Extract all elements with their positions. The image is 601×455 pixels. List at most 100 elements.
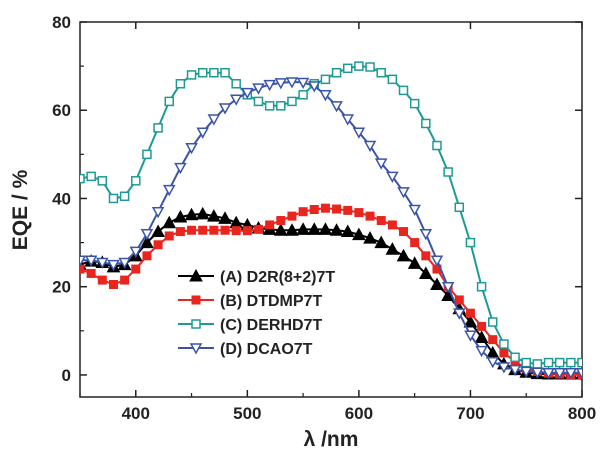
- x-tick-label: 500: [233, 404, 261, 423]
- data-point: [197, 67, 208, 78]
- data-point: [352, 127, 366, 139]
- data-point: [341, 114, 355, 126]
- data-point: [173, 209, 188, 223]
- data-point: [477, 321, 487, 331]
- data-point: [186, 70, 197, 80]
- data-point: [265, 220, 275, 230]
- x-tick-label: 400: [122, 404, 150, 423]
- data-point: [263, 79, 276, 92]
- data-point: [220, 225, 230, 235]
- data-point: [108, 280, 118, 289]
- data-point: [508, 364, 522, 377]
- data-point: [253, 224, 263, 234]
- data-point: [207, 209, 221, 222]
- data-point: [542, 367, 555, 380]
- data-point: [229, 94, 243, 106]
- data-point: [131, 176, 141, 186]
- y-tick-label: 80: [52, 13, 71, 32]
- data-point: [577, 357, 582, 368]
- data-point: [153, 240, 163, 250]
- data-point: [365, 62, 375, 72]
- data-point: [566, 357, 576, 368]
- data-point: [298, 207, 308, 217]
- data-point: [195, 206, 210, 220]
- series-3: [80, 77, 582, 380]
- data-point: [465, 237, 476, 248]
- data-point: [497, 362, 511, 374]
- plot-frame: [79, 21, 583, 398]
- data-point: [209, 225, 219, 235]
- data-point: [365, 211, 375, 221]
- data-point: [207, 114, 221, 126]
- data-point: [151, 206, 165, 219]
- data-point: [174, 162, 187, 175]
- legend-marker: [189, 343, 203, 355]
- data-point: [488, 317, 498, 327]
- data-point: [319, 90, 332, 102]
- data-point: [276, 216, 286, 226]
- series-line: [80, 207, 582, 376]
- data-point: [142, 149, 152, 160]
- data-point: [287, 96, 297, 107]
- data-point: [175, 79, 186, 89]
- data-point: [220, 67, 230, 78]
- y-tick-label: 0: [62, 366, 71, 385]
- data-point: [499, 339, 509, 349]
- data-point: [162, 215, 177, 229]
- legend-marker: [189, 268, 203, 282]
- legend-label: (B) DTDMP7T: [220, 293, 322, 310]
- data-point: [330, 101, 343, 113]
- data-point: [298, 90, 308, 100]
- data-point: [320, 74, 331, 85]
- data-point: [80, 264, 85, 274]
- data-point: [140, 229, 154, 241]
- series-line: [80, 80, 582, 374]
- data-point: [287, 211, 297, 221]
- legend-label: (A) D2R(8+2)7T: [220, 269, 335, 286]
- data-point: [175, 227, 185, 237]
- data-point: [196, 127, 209, 139]
- data-point: [363, 140, 377, 153]
- data-point: [285, 223, 299, 236]
- data-point: [354, 61, 364, 71]
- data-point: [342, 63, 353, 74]
- x-tick-label: 700: [456, 404, 484, 423]
- data-point: [80, 173, 85, 184]
- legend-label: (D) DCAO7T: [220, 341, 313, 358]
- data-point: [396, 248, 411, 262]
- legend-marker: [191, 295, 201, 305]
- y-tick-label: 20: [52, 278, 71, 297]
- data-point: [274, 78, 288, 90]
- data-point: [331, 67, 342, 78]
- legend: (A) D2R(8+2)7T (B) DTDMP7T (C) DERHD7T (D) …: [178, 268, 335, 358]
- data-point: [107, 259, 120, 272]
- data-point: [409, 98, 420, 109]
- data-point: [475, 345, 488, 358]
- series-2: [80, 61, 582, 369]
- data-point: [119, 191, 130, 202]
- data-point: [453, 308, 466, 320]
- data-point: [463, 314, 478, 328]
- data-point: [329, 223, 344, 236]
- data-point: [397, 187, 410, 199]
- data-point: [129, 246, 143, 258]
- data-point: [231, 79, 241, 89]
- data-point: [454, 202, 465, 213]
- data-point: [399, 227, 409, 237]
- data-point: [408, 204, 421, 217]
- data-point: [554, 357, 565, 368]
- data-point: [318, 222, 333, 235]
- data-point: [242, 226, 252, 236]
- data-point: [531, 367, 544, 379]
- x-axis-title: λ /nm: [304, 428, 359, 451]
- data-point: [430, 277, 444, 290]
- data-point: [309, 205, 319, 214]
- data-point: [84, 255, 98, 267]
- y-axis: 0 20 40 60 80: [52, 13, 582, 385]
- data-point: [218, 103, 232, 115]
- data-point: [332, 204, 342, 214]
- data-point: [418, 266, 433, 279]
- data-point: [86, 268, 96, 278]
- data-point: [142, 251, 152, 261]
